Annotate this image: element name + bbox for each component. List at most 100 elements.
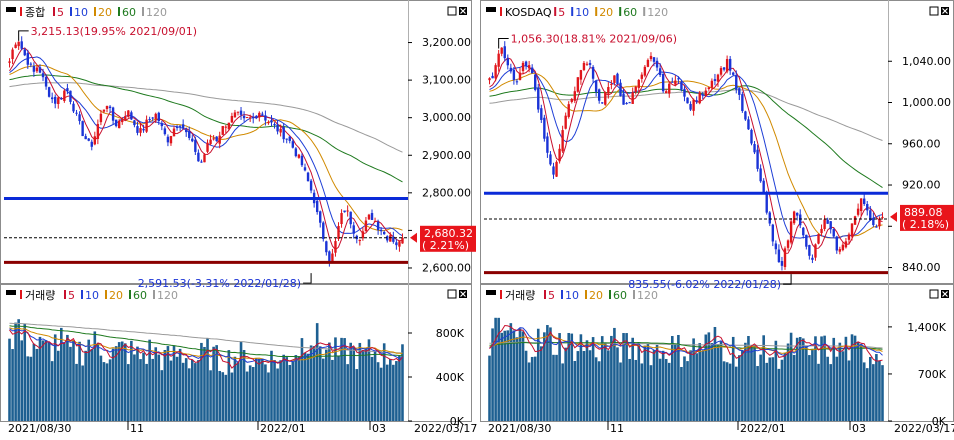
candle-body — [577, 77, 579, 92]
volume-bar — [304, 353, 307, 421]
volume-bar — [683, 356, 686, 421]
candle-body — [729, 59, 731, 71]
candle-body — [513, 70, 515, 80]
volume-bar — [182, 363, 185, 421]
ma5-legend-marker — [544, 290, 546, 299]
candle-body — [194, 140, 196, 152]
volume-bar — [200, 343, 203, 421]
candle — [750, 129, 752, 146]
series-title: 거래량 — [25, 289, 55, 302]
volume-bar — [328, 343, 331, 421]
ma10-legend-label: 10 — [565, 289, 579, 302]
volume-bar — [90, 349, 93, 421]
volume-bar — [362, 350, 365, 421]
volume-bar — [401, 344, 404, 421]
candle — [604, 91, 606, 105]
volume-bar — [516, 337, 519, 421]
volume-bar — [598, 361, 601, 421]
candle-body — [75, 113, 77, 114]
candle-body — [735, 75, 737, 89]
candle-body — [124, 116, 126, 119]
volume-bar — [875, 354, 878, 421]
candle-body — [185, 130, 187, 132]
candle-body — [738, 88, 740, 95]
candle-body — [121, 120, 123, 122]
volume-bar — [753, 345, 756, 421]
volume-bar — [346, 364, 349, 421]
volume-bar — [647, 344, 650, 421]
candle-body — [528, 65, 530, 68]
candle-body — [656, 61, 658, 68]
candle — [817, 234, 819, 245]
panel-menu-icon[interactable] — [486, 7, 496, 12]
volume-bar — [331, 360, 334, 421]
volume-bar — [389, 359, 392, 421]
candle-body — [395, 242, 397, 245]
ma20-legend-label: 20 — [109, 289, 123, 302]
panel-menu-icon[interactable] — [6, 290, 16, 295]
maximize-icon[interactable] — [930, 290, 938, 298]
candle-body — [516, 81, 518, 82]
maximize-icon[interactable] — [448, 7, 456, 15]
candle-body — [641, 75, 643, 79]
volume-bar — [374, 350, 377, 421]
volume-bar — [717, 344, 720, 421]
maximize-icon[interactable] — [930, 7, 938, 15]
candle — [833, 228, 835, 237]
candle — [322, 221, 324, 241]
candle-body — [504, 46, 506, 58]
candle-body — [231, 116, 233, 122]
candle-body — [540, 108, 542, 120]
volume-bar — [325, 350, 328, 421]
candle-body — [759, 168, 761, 181]
volume-bar — [282, 355, 285, 421]
volume-bar — [817, 364, 820, 421]
candle-body — [69, 91, 71, 102]
volume-bar — [811, 349, 814, 421]
volume-bar — [17, 319, 20, 421]
candle-body — [878, 219, 880, 226]
volume-bar — [225, 375, 228, 421]
ma10-legend-marker — [571, 7, 573, 16]
candle-body — [665, 91, 667, 93]
candle-body — [662, 74, 664, 91]
volume-bar — [252, 367, 255, 421]
candle-body — [644, 67, 646, 76]
candle-body — [14, 45, 16, 48]
candle-body — [568, 104, 570, 117]
volume-bar — [27, 356, 30, 421]
volume-bar — [267, 372, 270, 421]
candle-body — [167, 137, 169, 143]
volume-bar — [534, 357, 537, 421]
candle — [63, 89, 65, 103]
candle-body — [243, 116, 245, 118]
ma60-legend-label: 60 — [122, 6, 136, 19]
volume-bar — [839, 343, 842, 421]
candle-body — [81, 121, 83, 136]
volume-bar — [258, 359, 261, 421]
candle-body — [546, 136, 548, 152]
volume-bar — [292, 362, 295, 421]
candle-body — [340, 213, 342, 224]
panel-menu-icon[interactable] — [486, 290, 496, 295]
ma5-legend-label: 5 — [558, 6, 565, 19]
panel-menu-icon[interactable] — [6, 7, 16, 12]
candle-body — [790, 221, 792, 242]
candle-body — [659, 68, 661, 75]
high-annotation: 1,056.30(18.81% 2021/09/06) — [511, 32, 677, 45]
volume-bar — [531, 357, 534, 421]
ma5-legend-label: 5 — [68, 289, 75, 302]
volume-bar — [595, 357, 598, 421]
candle — [222, 126, 224, 135]
volume-bar — [607, 350, 610, 421]
candle — [368, 214, 370, 220]
candle — [48, 87, 50, 98]
maximize-icon[interactable] — [448, 290, 456, 298]
candle-body — [155, 114, 157, 119]
current-change-value: ( 2.21%) — [422, 239, 469, 252]
volume-bar — [720, 341, 723, 421]
volume-bar — [136, 347, 139, 421]
candle-body — [711, 81, 713, 88]
volume-bar — [212, 347, 215, 421]
candle-body — [380, 230, 382, 231]
